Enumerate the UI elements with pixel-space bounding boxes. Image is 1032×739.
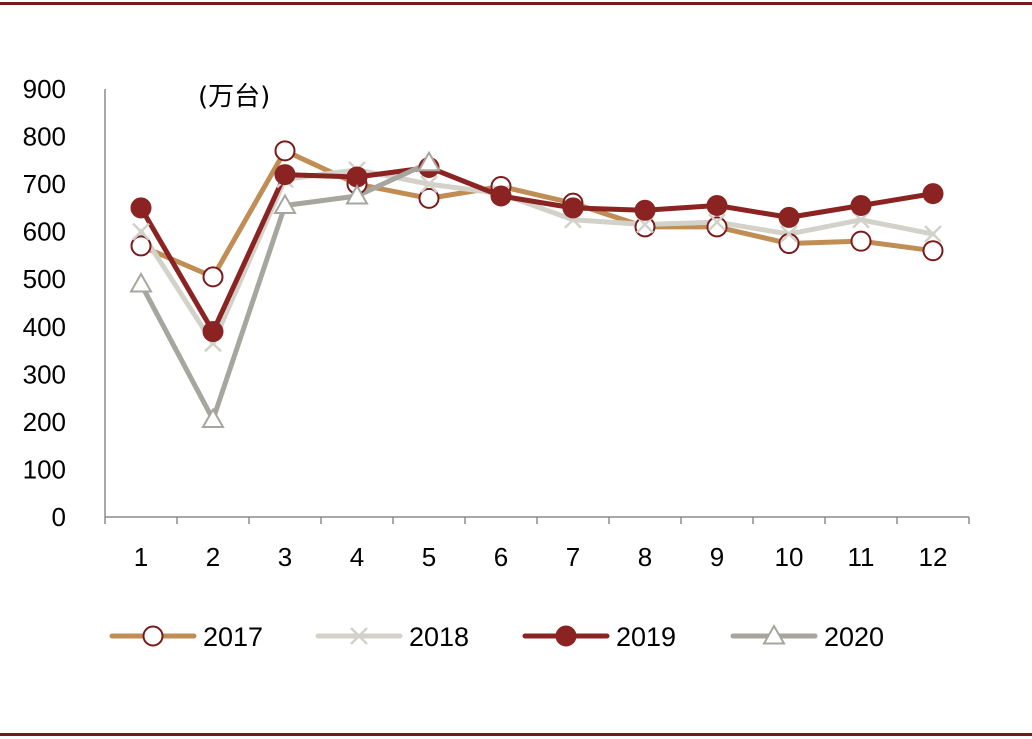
legend-label: 2017 [203,622,263,652]
x-tick-label: 10 [775,542,804,572]
data-point-2019 [706,195,728,217]
data-point-2019 [778,206,800,228]
data-point-2018 [780,225,798,243]
y-tick-label: 200 [23,407,66,437]
data-point-2019 [850,195,872,217]
x-tick-label: 4 [350,542,364,572]
x-tick-label: 12 [919,542,948,572]
data-point-2019 [922,183,944,205]
legend: 2017 2018 2019 2020 [109,622,884,652]
data-point-2019 [346,166,368,188]
x-tick-label: 5 [422,542,436,572]
x-tick-label: 2 [206,542,220,572]
data-point-2017 [850,230,872,252]
data-point-2019 [634,199,656,221]
data-point-2017 [922,240,944,262]
y-tick-label: 100 [23,454,66,484]
data-point-2020 [345,183,369,205]
data-point-2018 [924,225,942,243]
legend-swatch-marker [142,625,164,647]
series-line-2019 [138,164,936,335]
legend-swatch-marker [350,627,368,645]
top-rule [0,2,1032,5]
data-point-2017 [778,233,800,255]
series-line-2017 [138,148,936,280]
data-point-2020 [129,271,153,293]
y-tick-label: 700 [23,169,66,199]
data-point-2020 [273,193,297,215]
x-tick-marks [104,517,970,524]
x-tick-label: 1 [134,542,148,572]
data-point-2018 [420,175,438,193]
data-point-2019 [202,321,224,343]
data-point-2017 [274,140,296,162]
y-tick-label: 500 [23,264,66,294]
data-point-2019 [562,197,584,219]
x-tick-labels: 1 2 3 4 5 6 7 8 9 10 11 12 [134,542,948,572]
x-tick-label: 7 [566,542,580,572]
x-tick-label: 6 [494,542,508,572]
data-point-2017 [418,187,440,209]
y-tick-label: 300 [23,359,66,389]
series-markers [129,140,944,429]
data-point-2019 [130,197,152,219]
y-tick-label: 900 [23,74,66,104]
legend-label: 2018 [409,622,469,652]
data-point-2017 [706,216,728,238]
data-point-2019 [490,185,512,207]
data-point-2018 [132,222,150,241]
y-tick-label: 800 [23,122,66,152]
data-point-2018 [708,213,726,232]
y-tick-labels: 0 100 200 300 400 500 600 700 800 900 [23,74,66,532]
legend-swatch-marker [555,625,577,647]
x-tick-label: 11 [848,542,875,572]
y-tick-label: 0 [52,502,66,532]
x-tick-label: 8 [638,542,652,572]
y-tick-label: 400 [23,312,66,342]
legend-label: 2019 [616,622,676,652]
bottom-rule [0,733,1032,736]
legend-swatch-marker [762,623,786,645]
x-tick-label: 3 [278,542,292,572]
legend-label: 2020 [824,622,884,652]
x-tick-label: 9 [710,542,724,572]
series-lines [138,148,936,423]
unit-label: (万台) [198,82,270,112]
data-point-2020 [201,407,225,429]
data-point-2017 [130,235,152,257]
data-point-2020 [417,150,441,172]
data-point-2019 [274,164,296,186]
data-point-2017 [202,266,224,288]
y-tick-label: 600 [23,217,66,247]
